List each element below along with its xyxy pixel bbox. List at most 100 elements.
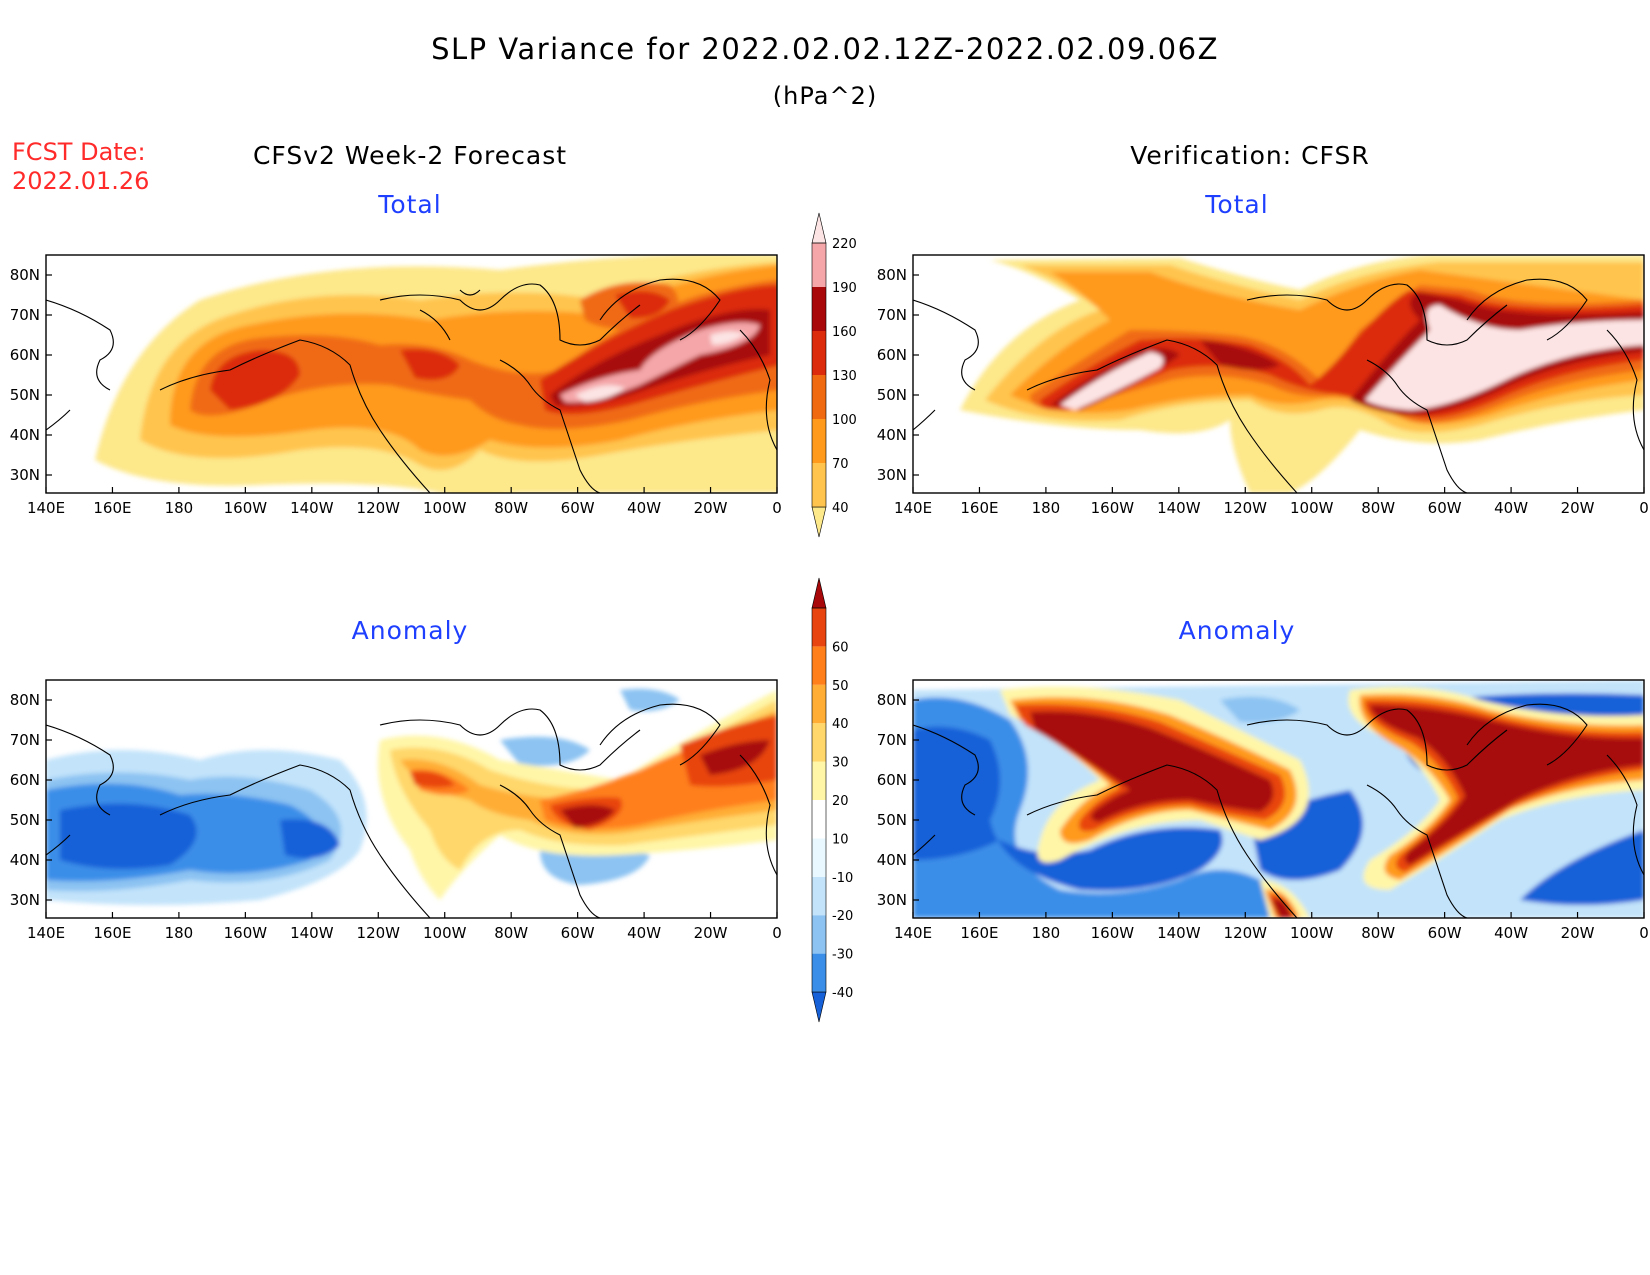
lon-label: 80W — [494, 924, 528, 942]
colorbar-label: 40 — [832, 501, 849, 516]
colorbar-segment — [812, 419, 826, 463]
coastline-bottom-left — [46, 703, 777, 918]
colorbar-label: 20 — [832, 794, 849, 809]
lon-label: 160W — [1091, 924, 1135, 942]
lon-label: 100W — [1290, 499, 1334, 517]
colorbar-segment — [812, 331, 826, 375]
colorbar-end-triangle — [811, 991, 827, 1023]
contour-160b — [400, 349, 460, 380]
map-verification-total — [913, 255, 1644, 493]
colorbar-end-triangle — [811, 577, 827, 609]
lon-label: 20W — [1561, 499, 1595, 517]
lon-label: 100W — [1290, 924, 1334, 942]
colorbar-label: 130 — [832, 369, 857, 384]
forecast-heading: CFSv2 Week-2 Forecast — [252, 141, 568, 170]
fcst-date-label: FCST Date: — [12, 138, 146, 166]
lon-label: 140W — [290, 499, 334, 517]
lon-label: 120W — [1224, 924, 1268, 942]
colorbar-segment — [812, 876, 826, 916]
lon-label: 100W — [423, 499, 467, 517]
colorbar-label: -30 — [832, 948, 853, 963]
lon-label: 140E — [27, 499, 65, 517]
colorbar-segment — [812, 800, 826, 839]
colorbar-segment — [812, 287, 826, 331]
lon-label: 40W — [627, 924, 661, 942]
frame-verification-anomaly — [912, 679, 1645, 919]
lat-label: 60N — [10, 346, 40, 364]
lon-label: 120W — [357, 924, 401, 942]
lon-label: 180 — [1032, 499, 1061, 517]
lon-label: 140W — [290, 924, 334, 942]
colorbar-segment — [812, 684, 826, 724]
lat-label: 70N — [10, 306, 40, 324]
lon-label: 80W — [1361, 924, 1395, 942]
frame-forecast-anomaly — [45, 679, 778, 919]
lon-label: 60W — [1428, 924, 1462, 942]
lat-label: 30N — [877, 891, 907, 909]
colorbar-segment — [812, 375, 826, 419]
figure-title: SLP Variance for 2022.02.02.12Z-2022.02.… — [431, 32, 1219, 66]
colorbar-end-triangle — [811, 212, 827, 244]
lon-label: 80W — [1361, 499, 1395, 517]
lat-label: 60N — [10, 771, 40, 789]
lon-label: 0 — [1639, 924, 1649, 942]
colorbar-label: 70 — [832, 457, 849, 472]
colorbar-label: -40 — [832, 986, 853, 1001]
lon-label: 120W — [357, 499, 401, 517]
contour-max — [575, 331, 745, 402]
colorbar-segment — [812, 608, 826, 647]
map-verification-anomaly — [913, 680, 1644, 918]
panel-title-verification-total: Total — [1205, 190, 1269, 219]
colorbar-label: 10 — [832, 832, 849, 847]
colorbar-segment — [812, 915, 826, 954]
lon-label: 80W — [494, 499, 528, 517]
anom-pos-20 — [390, 700, 777, 870]
lon-label: 160E — [93, 499, 131, 517]
fcst-date-value: 2022.01.26 — [12, 167, 150, 195]
colorbar-segment — [812, 463, 826, 507]
lon-label: 180 — [165, 924, 194, 942]
colorbar-segment — [812, 953, 826, 992]
anom-neg-40 — [60, 803, 340, 869]
colorbar-outline — [811, 242, 827, 508]
contour-220 — [560, 322, 760, 403]
coastline-bottom-right — [913, 703, 1644, 918]
panel-frames — [45, 254, 1645, 919]
lat-label: 40N — [877, 426, 907, 444]
lon-label: 40W — [1494, 924, 1528, 942]
colorbar-segment — [812, 838, 826, 877]
colorbar-label: 190 — [832, 281, 857, 296]
anom-neg-small — [1220, 696, 1300, 723]
lon-label: 140E — [894, 924, 932, 942]
colorbar-label: -10 — [832, 871, 853, 886]
lat-label: 50N — [877, 386, 907, 404]
lon-label: 20W — [1561, 924, 1595, 942]
lon-label: 20W — [694, 924, 728, 942]
lat-label: 60N — [877, 346, 907, 364]
coastlines — [46, 278, 1644, 918]
lat-label: 30N — [10, 466, 40, 484]
contour-160 — [210, 350, 300, 410]
colorbar-label: 40 — [832, 717, 849, 732]
lon-label: 160E — [93, 924, 131, 942]
anom-pos-60 — [560, 740, 770, 828]
lon-label: 140W — [1157, 924, 1201, 942]
axes-layer: 80N 70N 60N 50N 40N 30N 140E 160E 180 160W 140W 120… — [10, 266, 1649, 942]
colorbar-anomaly: -40 -30 -20 -10 10 20 30 40 50 60 — [811, 577, 853, 1023]
anom-neg-small — [500, 688, 680, 885]
lat-label: 60N — [877, 771, 907, 789]
lon-label: 0 — [1639, 499, 1649, 517]
coastline-top-left — [46, 278, 777, 493]
colorbar-total: 40 70 100 130 160 190 220 — [811, 212, 857, 538]
colorbar-label: -20 — [832, 909, 853, 924]
lon-label: 160E — [960, 499, 998, 517]
lon-label: 140W — [1157, 499, 1201, 517]
lat-label: 40N — [877, 851, 907, 869]
colorbar-label: 50 — [832, 679, 849, 694]
contour-160d — [615, 291, 670, 319]
lat-label: 30N — [877, 466, 907, 484]
map-forecast-total — [46, 255, 777, 493]
lon-label: 120W — [1224, 499, 1268, 517]
lat-label: 80N — [10, 691, 40, 709]
